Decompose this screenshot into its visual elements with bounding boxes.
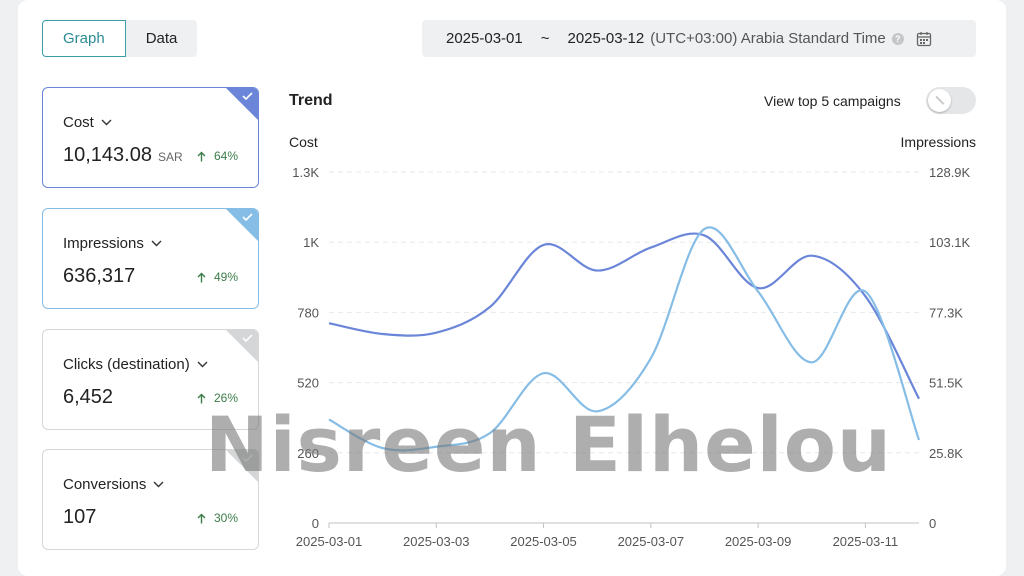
metric-name-label: Cost bbox=[63, 114, 94, 131]
metric-change-value: 26% bbox=[213, 391, 238, 405]
y-left-tick-label: 520 bbox=[297, 376, 319, 391]
metric-change: 64% bbox=[197, 149, 238, 163]
series-line-impressions bbox=[328, 226, 921, 452]
tab-data[interactable]: Data bbox=[125, 20, 198, 57]
metric-card-conversions[interactable]: Conversions 107 30% bbox=[42, 449, 259, 550]
y-axis-right-label: Impressions bbox=[901, 134, 976, 150]
y-left-tick-label: 0 bbox=[312, 516, 319, 531]
toggle-knob bbox=[928, 89, 951, 112]
metric-value-number: 6,452 bbox=[63, 386, 114, 408]
y-left-tick-label: 780 bbox=[297, 305, 319, 320]
timezone-label: (UTC+03:00) Arabia Standard Time bbox=[650, 30, 886, 47]
metric-change-value: 64% bbox=[213, 149, 238, 163]
metric-name[interactable]: Conversions bbox=[63, 476, 164, 493]
y-right-tick-label: 128.9K bbox=[929, 165, 971, 180]
metric-card-impressions[interactable]: Impressions 636,317 49% bbox=[42, 208, 259, 309]
metric-name[interactable]: Cost bbox=[63, 114, 112, 131]
trend-title: Trend bbox=[289, 92, 333, 109]
y-right-tick-label: 25.8K bbox=[929, 446, 963, 461]
y-left-tick-label: 1K bbox=[303, 235, 319, 250]
y-left-tick-label: 260 bbox=[297, 446, 319, 461]
y-right-tick-label: 51.5K bbox=[929, 376, 963, 391]
chevron-down-icon bbox=[197, 361, 208, 368]
top5-label: View top 5 campaigns bbox=[764, 93, 901, 109]
metric-change-value: 49% bbox=[213, 270, 238, 284]
y-left-tick-label: 1.3K bbox=[292, 165, 319, 180]
x-tick-label: 2025-03-09 bbox=[725, 534, 792, 549]
metric-value: 10,143.08 SAR bbox=[63, 144, 183, 167]
metric-unit: SAR bbox=[157, 150, 183, 164]
metric-change: 30% bbox=[197, 511, 238, 525]
metric-change: 26% bbox=[197, 391, 238, 405]
view-tabs: Graph Data bbox=[42, 20, 198, 57]
metric-name[interactable]: Clicks (destination) bbox=[63, 356, 208, 373]
arrow-up-icon bbox=[197, 393, 206, 403]
x-tick-label: 2025-03-01 bbox=[296, 534, 363, 549]
metric-change: 49% bbox=[197, 270, 238, 284]
y-right-tick-label: 103.1K bbox=[929, 235, 971, 250]
watermark: Nisreen Elhelou bbox=[205, 400, 893, 489]
top5-toggle[interactable] bbox=[926, 87, 976, 114]
chevron-down-icon bbox=[153, 481, 164, 488]
metric-value-number: 10,143.08 bbox=[63, 144, 152, 166]
chevron-down-icon bbox=[101, 119, 112, 126]
arrow-up-icon bbox=[197, 513, 206, 523]
x-tick-label: 2025-03-11 bbox=[833, 534, 899, 549]
metric-name-label: Impressions bbox=[63, 235, 144, 252]
metric-name[interactable]: Impressions bbox=[63, 235, 162, 252]
calendar-icon[interactable] bbox=[916, 31, 932, 47]
x-tick-label: 2025-03-07 bbox=[618, 534, 685, 549]
metric-name-label: Clicks (destination) bbox=[63, 356, 190, 373]
x-tick-label: 2025-03-03 bbox=[403, 534, 470, 549]
arrow-up-icon bbox=[197, 151, 206, 161]
series-line-cost bbox=[328, 232, 920, 400]
check-icon bbox=[226, 330, 258, 362]
metric-change-value: 30% bbox=[213, 511, 238, 525]
info-icon[interactable]: ? bbox=[891, 32, 904, 45]
metric-value-number: 107 bbox=[63, 506, 97, 528]
date-range-picker[interactable]: 2025-03-01 ~ 2025-03-12 (UTC+03:00) Arab… bbox=[422, 20, 976, 57]
metric-value: 6,452 bbox=[63, 386, 113, 409]
metric-value: 107 bbox=[63, 506, 96, 529]
arrow-up-icon bbox=[197, 272, 206, 282]
date-separator: ~ bbox=[540, 30, 550, 47]
metric-value: 636,317 bbox=[63, 265, 135, 288]
x-tick-label: 2025-03-05 bbox=[510, 534, 577, 549]
tab-graph[interactable]: Graph bbox=[42, 20, 126, 57]
date-start: 2025-03-01 bbox=[446, 30, 523, 47]
metric-card-clicks[interactable]: Clicks (destination) 6,452 26% bbox=[42, 329, 259, 430]
y-axis-left-label: Cost bbox=[289, 134, 318, 150]
y-right-tick-label: 77.3K bbox=[929, 305, 963, 320]
check-icon bbox=[226, 450, 258, 482]
date-end: 2025-03-12 bbox=[567, 30, 645, 47]
metric-value-number: 636,317 bbox=[63, 265, 136, 287]
y-right-tick-label: 0 bbox=[929, 516, 936, 531]
check-icon bbox=[226, 209, 258, 241]
metric-name-label: Conversions bbox=[63, 476, 147, 493]
chevron-down-icon bbox=[151, 240, 162, 247]
check-icon bbox=[226, 88, 258, 120]
metric-card-cost[interactable]: Cost 10,143.08 SAR 64% bbox=[42, 87, 259, 188]
